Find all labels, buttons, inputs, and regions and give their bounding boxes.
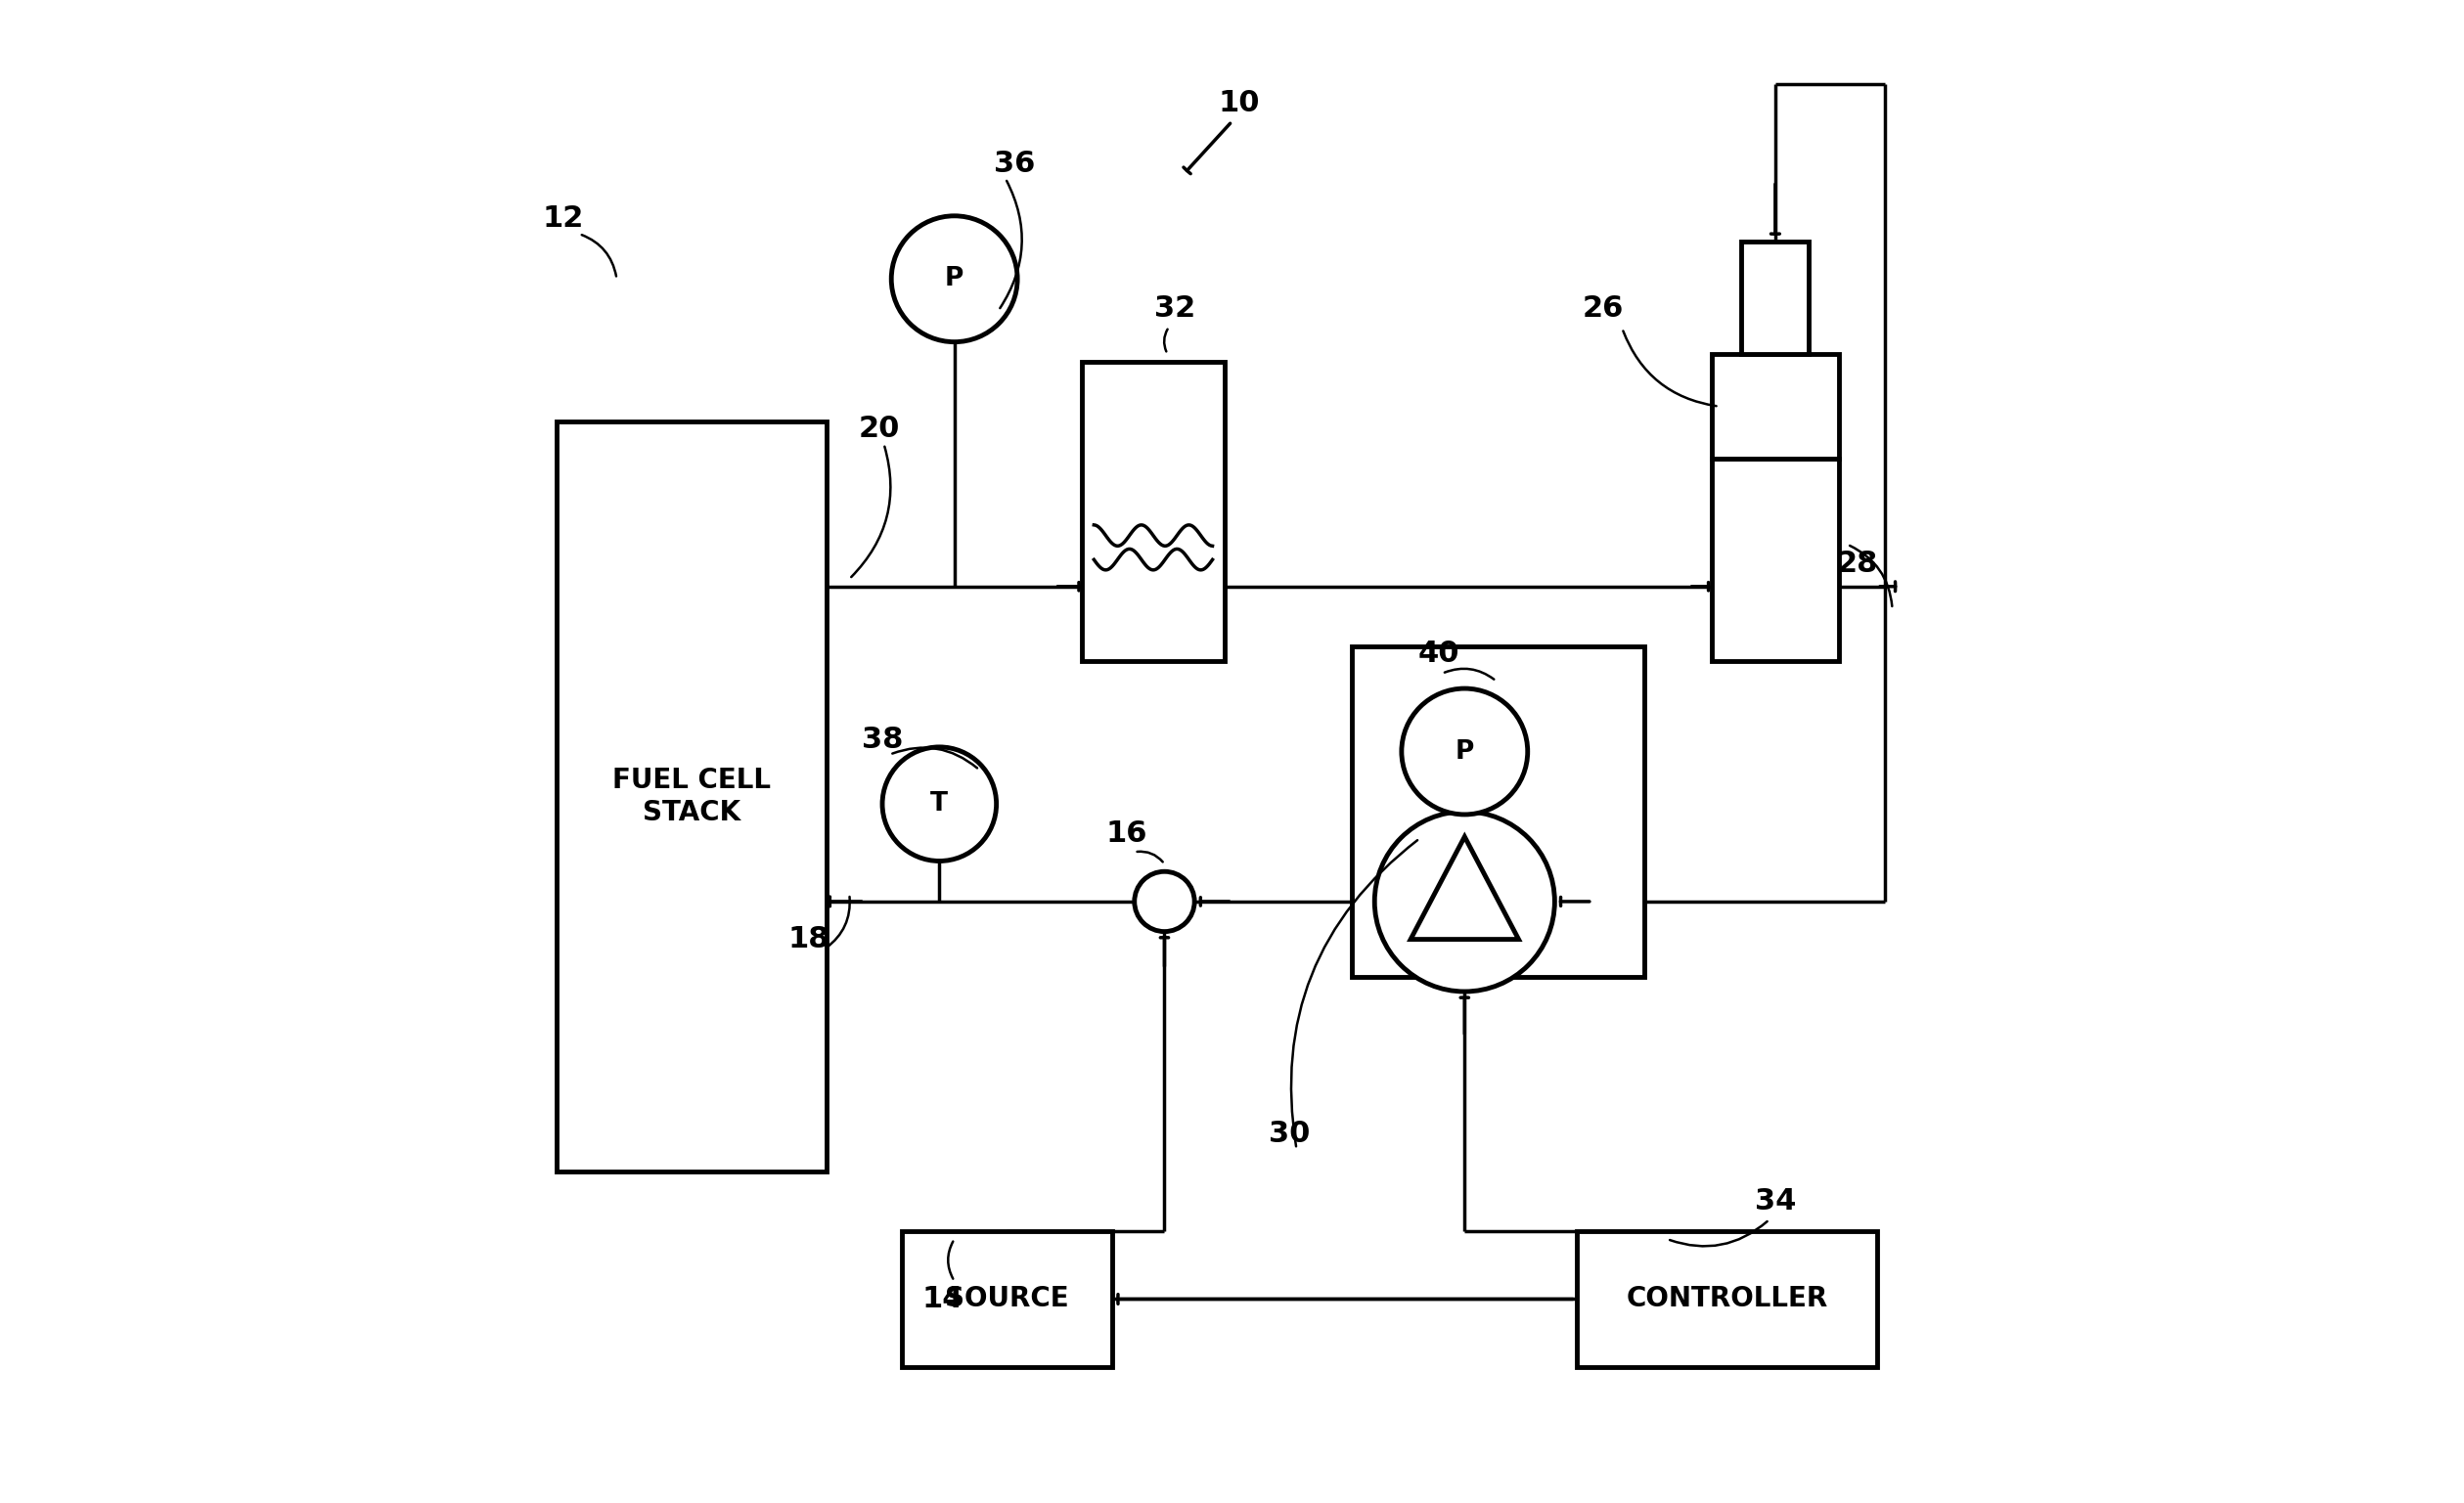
Bar — [1577, 1231, 1878, 1366]
Text: 36: 36 — [993, 149, 1035, 177]
Circle shape — [1133, 872, 1195, 932]
Text: 38: 38 — [862, 726, 904, 753]
Text: SOURCE: SOURCE — [946, 1285, 1069, 1312]
Bar — [1082, 361, 1225, 661]
Bar — [1353, 646, 1643, 977]
Circle shape — [1402, 688, 1528, 815]
Text: CONTROLLER: CONTROLLER — [1626, 1285, 1828, 1312]
Text: 26: 26 — [1582, 295, 1624, 323]
Bar — [557, 421, 828, 1171]
Text: 12: 12 — [542, 204, 584, 233]
Text: 32: 32 — [1153, 295, 1195, 323]
Circle shape — [1375, 812, 1555, 992]
Text: 28: 28 — [1838, 550, 1878, 579]
Text: P: P — [944, 266, 963, 292]
Bar — [1742, 242, 1809, 353]
Text: FUEL CELL
STACK: FUEL CELL STACK — [614, 767, 771, 827]
Text: 40: 40 — [1419, 640, 1459, 669]
Text: 20: 20 — [857, 415, 899, 443]
Bar — [902, 1231, 1111, 1366]
Text: 14: 14 — [922, 1285, 963, 1314]
Circle shape — [892, 216, 1018, 341]
Text: 30: 30 — [1269, 1120, 1311, 1148]
Text: 10: 10 — [1220, 89, 1259, 117]
Text: 16: 16 — [1106, 819, 1148, 848]
Text: 34: 34 — [1754, 1187, 1796, 1216]
Circle shape — [882, 747, 995, 861]
Text: P: P — [1456, 739, 1473, 764]
Text: 18: 18 — [788, 924, 830, 953]
Bar — [1712, 458, 1838, 661]
Bar — [1712, 353, 1838, 458]
Text: T: T — [931, 791, 949, 816]
